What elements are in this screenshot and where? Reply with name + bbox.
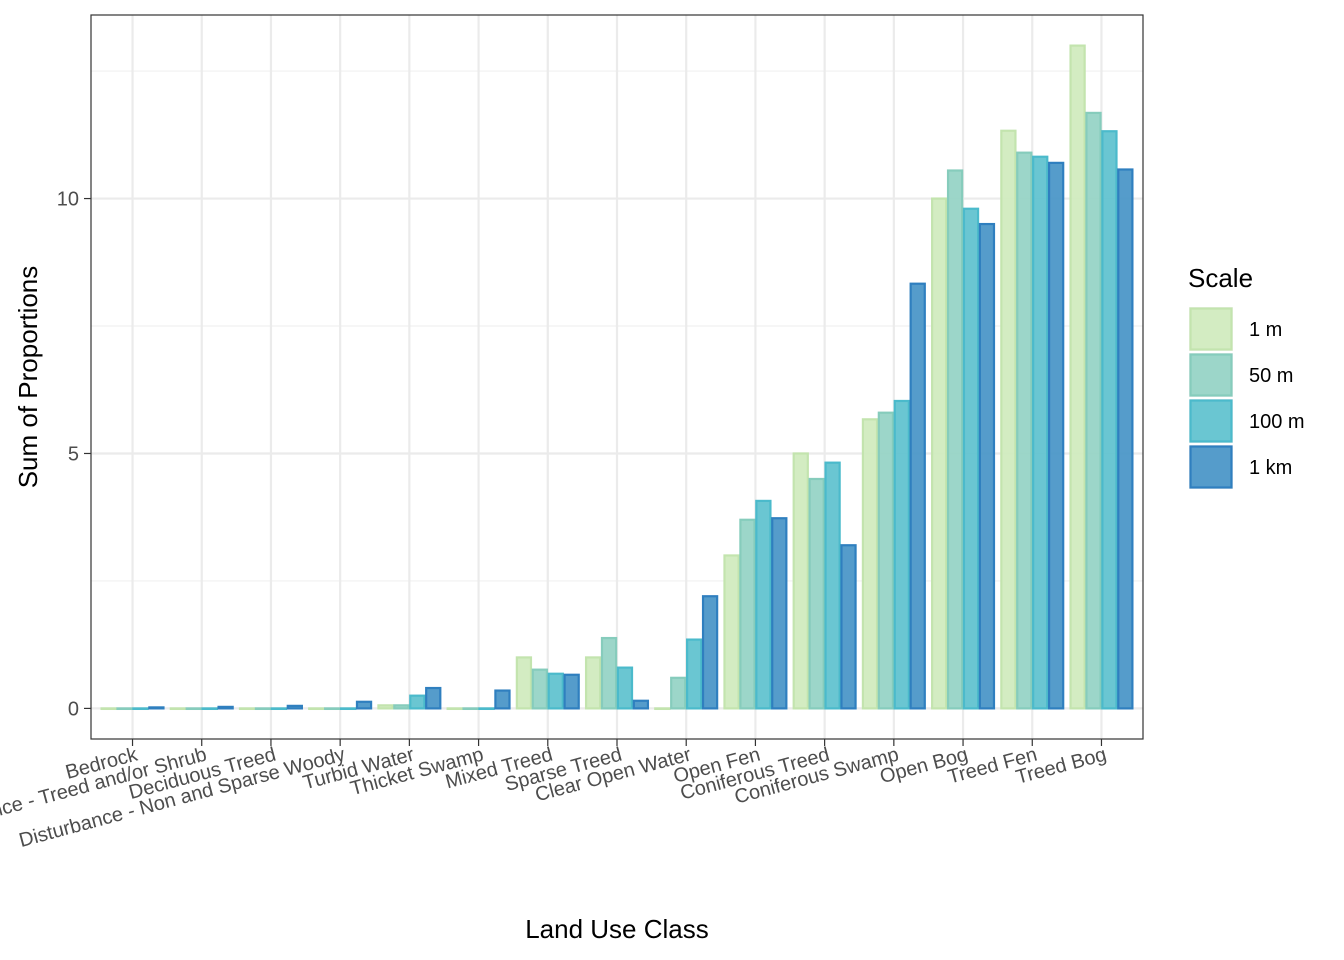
bar	[339, 707, 357, 711]
legend: Scale 1 m 50 m 100 m 1 km	[1188, 263, 1305, 489]
bar	[185, 707, 202, 711]
bar	[616, 666, 634, 710]
y-axis-title: Sum of Proportions	[13, 266, 43, 489]
bar	[632, 699, 650, 710]
bar	[739, 518, 756, 710]
bar	[531, 668, 548, 710]
bar	[478, 707, 495, 711]
legend-key	[1189, 399, 1233, 443]
bar	[755, 499, 772, 710]
bar	[723, 554, 740, 710]
bar	[792, 452, 809, 710]
bar	[547, 672, 564, 710]
legend-key	[1189, 353, 1233, 397]
bar	[909, 282, 926, 710]
bar	[494, 689, 511, 710]
bar	[148, 706, 165, 710]
bar	[600, 636, 618, 710]
legend-label: 1 km	[1249, 457, 1292, 479]
bar	[962, 207, 980, 710]
bar	[286, 704, 303, 710]
bar	[1069, 44, 1086, 710]
bar	[686, 638, 703, 710]
bar	[1016, 151, 1033, 710]
bar	[462, 707, 479, 711]
bar	[946, 169, 964, 710]
bar	[409, 694, 426, 710]
bar	[446, 707, 463, 711]
bar	[654, 707, 671, 711]
bar	[116, 707, 133, 711]
bar	[1047, 161, 1065, 710]
y-tick-label: 10	[57, 189, 79, 211]
bar	[515, 656, 533, 710]
bar	[238, 707, 256, 711]
bar	[1101, 130, 1118, 710]
y-axis: 0 5 10	[57, 189, 91, 720]
bar	[324, 707, 341, 711]
bar	[377, 704, 394, 710]
x-axis-title: Land Use Class	[525, 914, 709, 944]
bar	[308, 707, 325, 711]
bar	[254, 707, 272, 711]
bar	[563, 673, 580, 710]
legend-label: 50 m	[1249, 365, 1293, 387]
bar	[877, 411, 895, 710]
legend-title: Scale	[1188, 263, 1253, 293]
bar	[425, 686, 442, 710]
bar	[100, 707, 117, 711]
bar	[931, 197, 948, 710]
bar	[1085, 111, 1102, 710]
bar	[393, 704, 410, 710]
bar	[584, 656, 602, 710]
bars-layer	[100, 44, 1134, 711]
bar	[1032, 155, 1049, 710]
bar	[893, 399, 910, 710]
bar	[771, 517, 788, 710]
bar	[670, 676, 687, 710]
bar	[201, 707, 218, 711]
bar	[1117, 168, 1134, 710]
bar	[701, 595, 719, 710]
bar	[861, 418, 879, 710]
bar	[217, 705, 234, 710]
bar	[132, 707, 149, 711]
legend-key	[1189, 445, 1233, 489]
bar	[169, 707, 187, 711]
y-tick-label: 0	[68, 698, 79, 720]
bar	[808, 477, 825, 710]
bar	[978, 222, 996, 710]
legend-label: 100 m	[1249, 411, 1305, 433]
legend-key	[1189, 307, 1233, 351]
bar	[355, 700, 373, 710]
bar	[1000, 129, 1017, 710]
y-tick-label: 5	[68, 443, 79, 465]
legend-label: 1 m	[1249, 319, 1282, 341]
bar	[270, 707, 288, 711]
bar	[824, 461, 841, 710]
bar	[840, 544, 857, 710]
